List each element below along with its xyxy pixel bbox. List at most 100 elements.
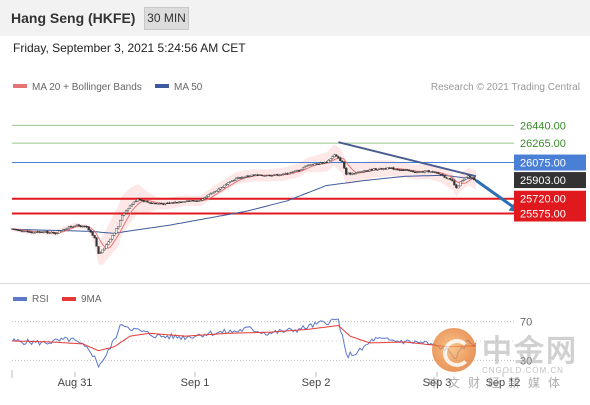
candle-body: [445, 177, 448, 179]
candle: [154, 202, 157, 205]
candle: [235, 177, 238, 181]
rsi-legend-label: RSI: [32, 294, 49, 305]
candle: [14, 228, 18, 231]
candle: [341, 160, 344, 162]
candle-body: [266, 174, 269, 177]
candle: [411, 170, 415, 173]
candle-body: [455, 184, 458, 189]
candle-body: [341, 160, 344, 162]
forecast-arrow-shaft: [475, 179, 517, 210]
candle-body: [229, 181, 232, 183]
chart-area: MA 20 + Bollinger Bands MA 50 Research ©…: [0, 60, 590, 400]
candle-body: [185, 200, 189, 202]
candle-body: [274, 174, 277, 176]
candle-body: [250, 174, 253, 177]
candle-body: [294, 170, 297, 172]
candle-body: [44, 231, 47, 233]
candle-body: [213, 191, 216, 194]
candle-body: [288, 172, 291, 175]
candle-body: [138, 198, 141, 201]
candle-body: [103, 247, 106, 251]
candle: [75, 224, 78, 227]
candle-body: [366, 170, 369, 172]
candle-body: [121, 215, 124, 221]
rsi-label-30: 30: [520, 355, 532, 367]
candle-body: [160, 203, 163, 205]
candle-body: [382, 168, 385, 170]
candle-body: [113, 232, 116, 236]
candle: [233, 178, 236, 182]
candle-body: [115, 228, 118, 234]
candle: [445, 176, 448, 179]
candle-body: [199, 199, 202, 202]
level-label-3: 25903.00: [520, 175, 566, 187]
candle-body: [248, 175, 251, 177]
candle-body: [187, 200, 191, 202]
candle-body: [303, 165, 307, 169]
candle-body: [174, 201, 177, 204]
candle: [343, 161, 346, 169]
rsi-legend-swatch: [13, 297, 27, 301]
candle-body: [58, 230, 61, 234]
candle-body: [313, 163, 316, 166]
candle: [77, 224, 80, 227]
rsi-ma-legend-label: 9MA: [81, 294, 102, 305]
candle-body: [284, 173, 287, 175]
candle: [386, 167, 389, 170]
candle: [443, 175, 446, 178]
candle-body: [65, 227, 69, 230]
candle-body: [225, 183, 228, 186]
candle: [225, 183, 228, 187]
candle-body: [443, 175, 446, 178]
candle: [372, 168, 375, 171]
candle-body: [307, 164, 310, 166]
candle-body: [292, 171, 295, 173]
candle-body: [134, 200, 137, 203]
candle: [134, 199, 137, 203]
price-levels: [12, 124, 514, 215]
candle-body: [183, 201, 187, 203]
candle-body: [411, 170, 415, 173]
candle-body: [427, 170, 430, 173]
candle-body: [319, 162, 322, 165]
candle-body: [158, 203, 161, 205]
candle-body: [22, 230, 25, 233]
level-label-0: 26440.00: [520, 120, 566, 132]
candle-body: [46, 230, 49, 234]
candle: [461, 179, 464, 183]
candlesticks: [10, 153, 478, 255]
candle: [40, 231, 43, 233]
candle-body: [81, 225, 84, 228]
candle: [89, 229, 92, 233]
candle-body: [20, 230, 23, 232]
rsi-label-70: 70: [520, 317, 532, 329]
candle-body: [238, 177, 242, 179]
candle-body: [301, 167, 305, 170]
candle-body: [89, 229, 92, 233]
candle-body: [262, 175, 265, 177]
chart-legend: MA 20 + Bollinger Bands MA 50 Research ©…: [13, 82, 580, 93]
candle-body: [181, 201, 185, 203]
candle-body: [211, 192, 214, 194]
level-label-2: 26075.00: [520, 158, 566, 170]
candle: [124, 209, 128, 214]
interval-button[interactable]: 30 MIN: [144, 7, 189, 30]
level-tag-3: [514, 172, 586, 189]
candle: [95, 236, 98, 247]
candle-body: [154, 203, 157, 205]
candle-body: [168, 202, 171, 204]
candle-body: [295, 170, 299, 172]
level-label-4: 25720.00: [520, 194, 566, 206]
candle: [111, 235, 114, 241]
level-tag-2: [514, 154, 586, 171]
candle-body: [126, 208, 130, 212]
candle-body: [140, 199, 143, 202]
candle-body: [32, 232, 35, 234]
candle-body: [130, 204, 134, 207]
candle-body: [42, 231, 45, 233]
candle-body: [14, 228, 18, 231]
candle-body: [242, 177, 246, 179]
candle-body: [441, 174, 444, 176]
candle: [58, 230, 61, 234]
candle-body: [276, 174, 279, 176]
